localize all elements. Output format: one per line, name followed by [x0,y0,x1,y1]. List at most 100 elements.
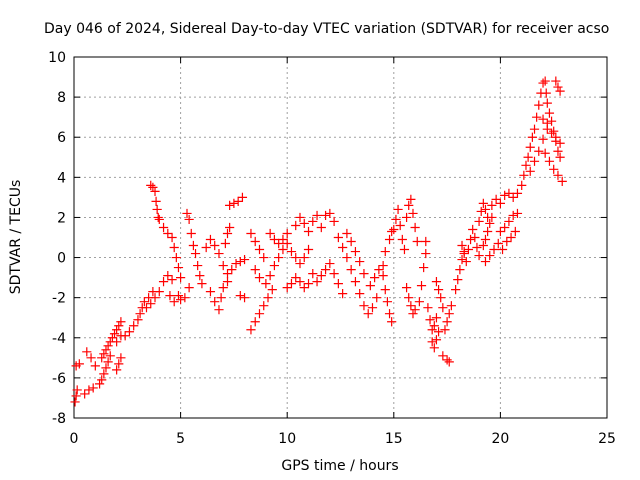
axis-ticks [73,56,608,419]
data-point [459,248,469,259]
data-point [355,289,365,299]
data-point [512,188,523,198]
data-point [263,293,273,303]
data-point [82,347,92,357]
data-point [250,264,260,275]
data-point [333,279,343,289]
data-point [250,317,260,327]
data-point [391,214,401,225]
y-tick-label: 4 [57,170,66,186]
data-point [210,240,220,251]
data-point [397,234,407,245]
data-point [497,244,508,255]
data-point [201,242,211,253]
data-point [395,220,405,231]
data-point [455,264,465,275]
data-point [265,228,275,239]
data-point [529,156,540,166]
data-point [478,198,488,209]
data-point [446,301,456,311]
chart-title: Day 046 of 2024, Sidereal Day-to-day VTE… [44,21,609,37]
data-point [144,293,154,303]
data-point [474,216,484,227]
data-point [325,258,335,269]
data-point [269,260,280,271]
data-point [163,271,173,281]
y-tick-label: -2 [52,291,66,307]
y-tick-label: -6 [52,371,66,387]
data-point [154,214,164,225]
data-point [389,224,399,235]
data-point [429,321,439,331]
data-point [259,301,269,311]
data-point [521,160,531,170]
x-tick-label: 25 [598,431,616,447]
data-point [282,228,292,239]
data-point [278,244,288,255]
plot-frame [73,56,608,419]
data-point [254,309,265,319]
data-point [274,252,284,263]
data-point [173,262,184,273]
data-point [549,126,559,136]
data-point [508,210,518,221]
data-point [72,385,82,395]
data-point [250,236,260,247]
y-tick-label: 8 [57,90,66,106]
y-tick-label: 10 [48,50,66,66]
data-point [553,170,563,180]
data-point [193,260,203,271]
data-point [222,277,233,287]
data-point [519,170,529,180]
data-point [235,256,245,267]
x-tick-label: 0 [70,431,79,447]
data-point [380,285,390,295]
data-point [480,256,491,267]
data-point [425,315,435,325]
data-point [295,258,305,269]
y-tick-label: 6 [57,130,66,146]
data-point [546,128,557,138]
data-point [431,277,442,287]
data-point [506,232,516,243]
data-point [504,216,514,227]
data-point [239,254,250,265]
data-point [427,337,437,347]
data-point [197,279,207,289]
data-point [491,194,501,204]
data-point [148,182,158,192]
data-point [500,222,510,233]
data-point [112,365,122,375]
data-point [112,325,122,335]
data-point [538,78,548,88]
data-point [184,214,194,225]
data-point [303,226,314,237]
data-point [538,134,548,144]
x-tick-label: 5 [176,431,185,447]
data-point [205,287,216,297]
data-point [291,273,301,283]
data-point [485,218,495,229]
data-point [463,244,474,255]
y-axis-tick-labels: -8 -6 -4 -2 0 2 4 6 8 10 [48,50,66,427]
data-point [457,240,467,251]
data-point [480,204,491,215]
data-point [158,222,169,233]
data-point [235,291,245,301]
data-point [436,293,446,303]
data-point [485,250,495,261]
data-point [493,238,503,249]
data-point [150,186,160,196]
data-point [404,293,414,303]
data-point [487,212,497,223]
data-point [512,208,523,219]
data-point [141,303,152,313]
data-point [502,236,512,247]
data-point [544,108,555,118]
data-point [538,114,548,124]
data-point [233,196,243,206]
data-point [97,375,107,385]
data-point [303,279,314,289]
data-point [112,337,122,347]
